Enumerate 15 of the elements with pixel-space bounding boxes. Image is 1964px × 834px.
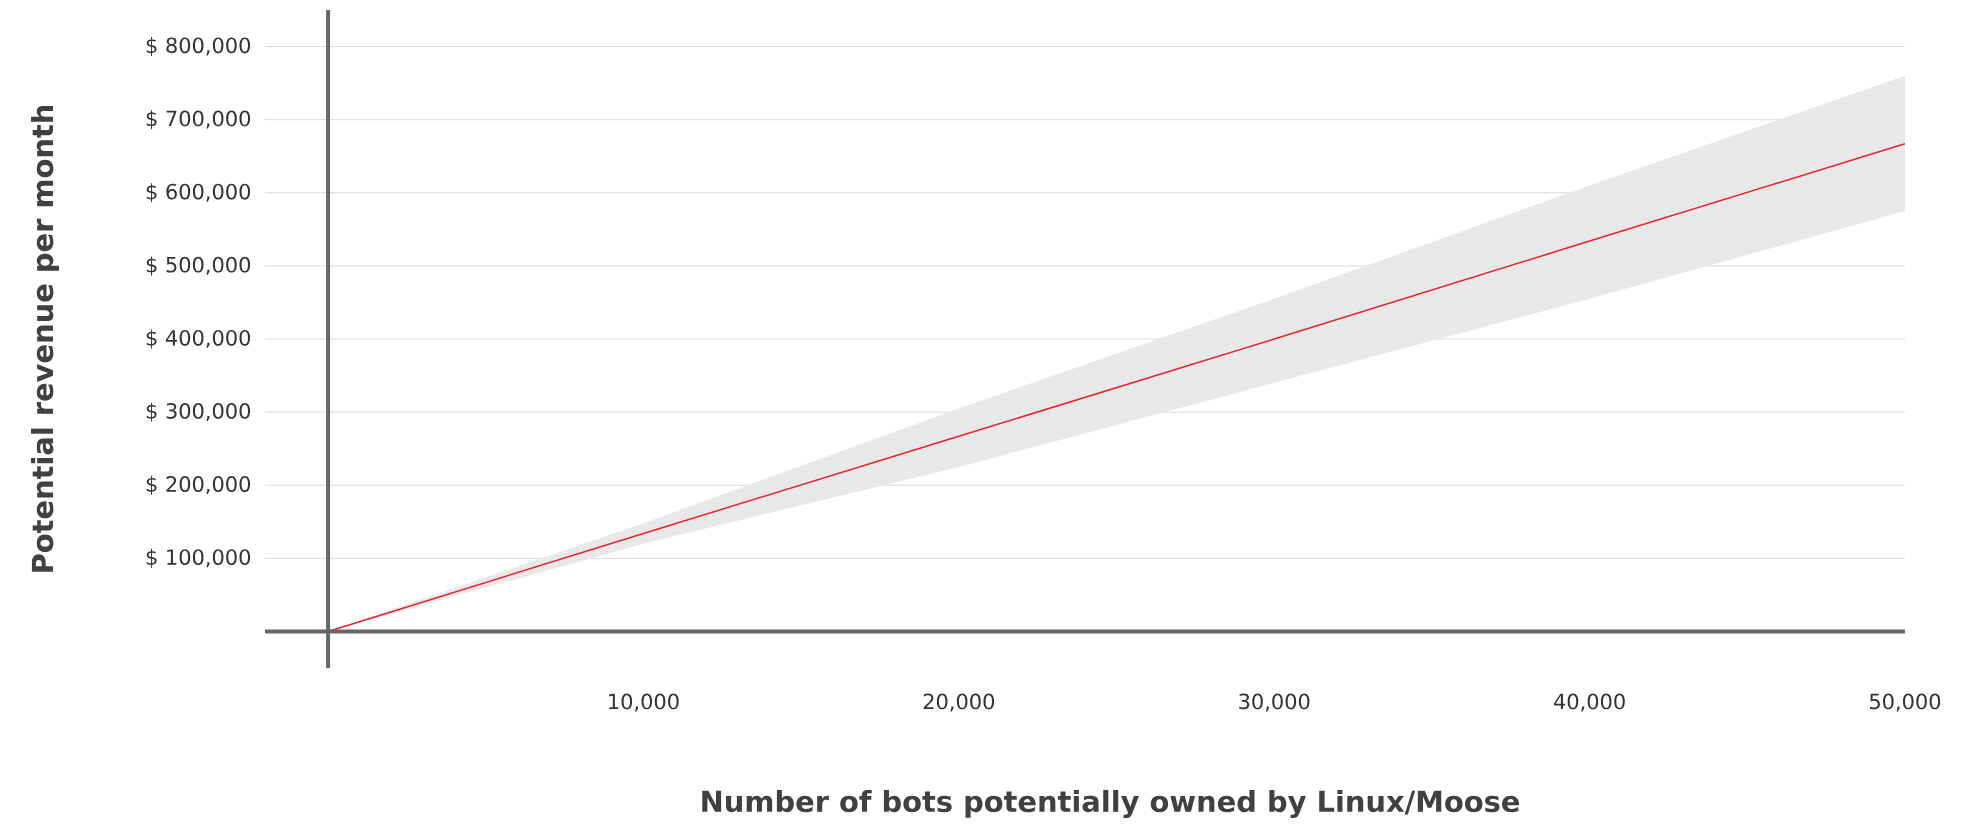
x-tick-label: 50,000 (1869, 693, 1941, 712)
y-tick-label: $ 300,000 (146, 402, 251, 422)
y-tick-label: $ 700,000 (146, 110, 251, 130)
y-axis-title: Potential revenue per month (31, 105, 59, 572)
x-tick-label: 20,000 (923, 693, 995, 712)
x-tick-label: 40,000 (1554, 693, 1625, 712)
y-tick-label: $ 600,000 (146, 183, 251, 203)
y-tick-label: $ 800,000 (146, 37, 251, 57)
y-tick-label: $ 100,000 (146, 548, 251, 568)
y-tick-label: $ 200,000 (146, 475, 251, 495)
x-axis-title: Number of bots potentially owned by Linux/Moose (702, 789, 1520, 819)
x-tick-label: 10,000 (609, 693, 679, 712)
y-tick-label: $ 400,000 (146, 329, 251, 349)
x-tick-label: 30,000 (1239, 693, 1310, 712)
y-tick-label: $ 500,000 (146, 256, 251, 276)
